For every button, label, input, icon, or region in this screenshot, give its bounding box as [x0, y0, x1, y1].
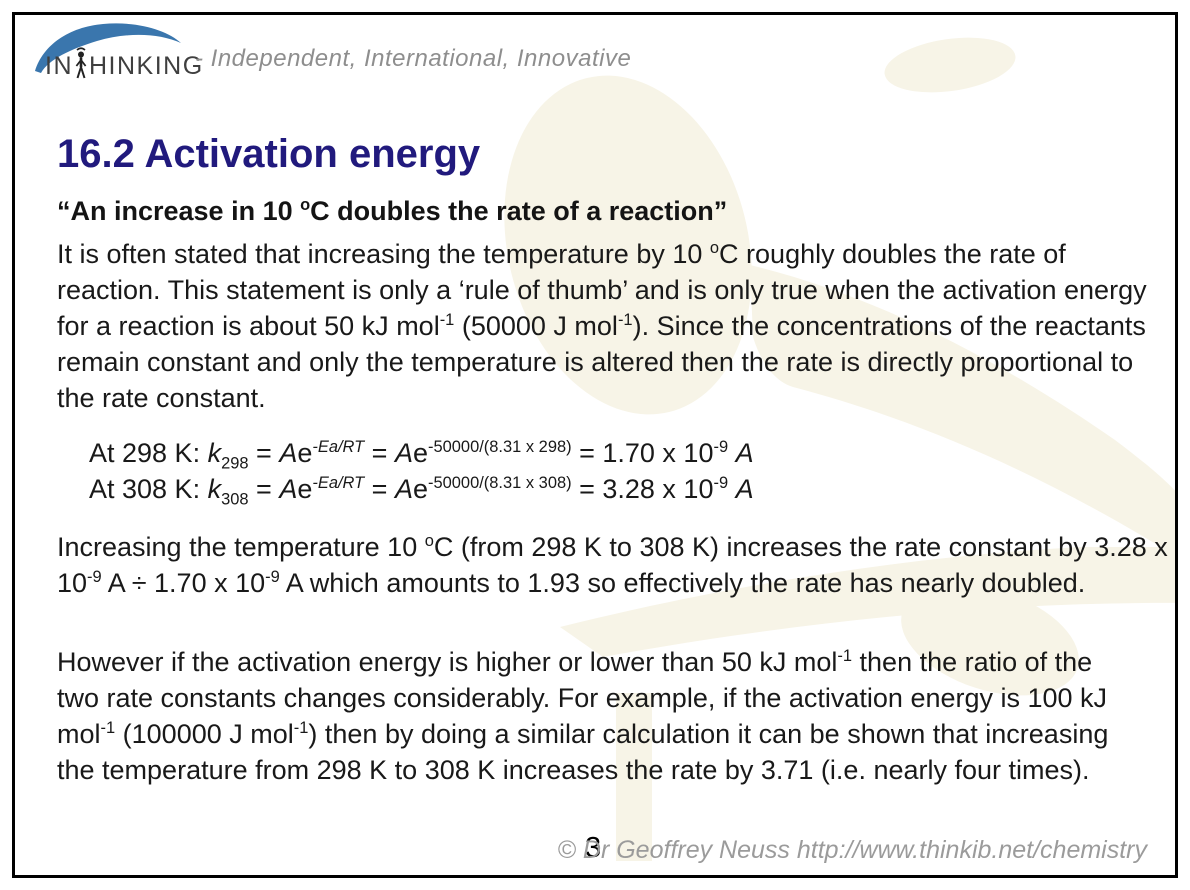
page-title: 16.2 Activation energy [57, 131, 481, 176]
paragraph-however: However if the activation energy is high… [57, 647, 1109, 785]
paragraph-intro: It is often stated that increasing the t… [57, 239, 1147, 413]
page-border: IN HINKING - Independent, International,… [12, 12, 1178, 878]
quote-heading: “An increase in 10 oC doubles the rate o… [57, 196, 728, 226]
thinking-person-icon [75, 47, 87, 79]
thinking-figure-watermark-icon [504, 37, 1175, 861]
logo-text: IN HINKING [45, 46, 204, 79]
logo-text-prefix: IN [45, 52, 73, 80]
equation-block: At 298 K: k298 = Ae-Ea/RT = Ae-50000/(8.… [89, 435, 754, 509]
paragraph-result: Increasing the temperature 10 oC (from 2… [57, 532, 1168, 598]
logo-text-suffix: HINKING [89, 52, 204, 80]
inthinking-logo: IN HINKING [31, 17, 202, 83]
equation-line-308: At 308 K: k308 = Ae-Ea/RT = Ae-50000/(8.… [89, 474, 754, 509]
page-number: 3 [585, 832, 602, 864]
logo-swoosh-icon [35, 23, 181, 74]
copyright-text: © Dr Geoffrey Neuss http://www.thinkib.n… [557, 836, 1147, 864]
equation-line-298: At 298 K: k298 = Ae-Ea/RT = Ae-50000/(8.… [89, 438, 754, 473]
logo-tagline: - Independent, International, Innovative [195, 45, 632, 72]
